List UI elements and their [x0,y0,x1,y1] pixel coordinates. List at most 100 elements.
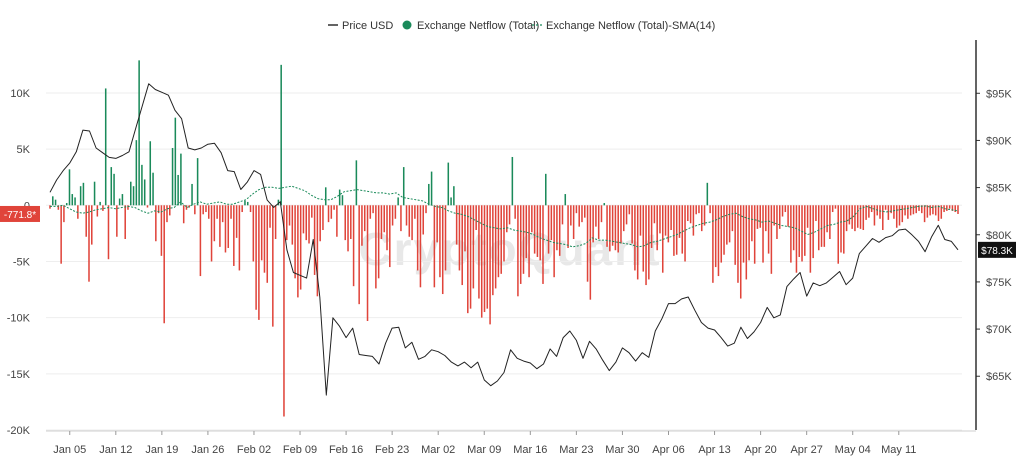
netflow-bar [511,156,514,206]
netflow-bar [611,205,614,246]
netflow-bar [93,181,96,206]
netflow-bar [642,205,645,272]
netflow-bar [489,205,491,325]
netflow-bar [664,205,667,236]
netflow-bar [366,205,369,322]
netflow-bar [720,205,723,263]
netflow-tag-label: -771.8* [4,210,36,221]
netflow-tag-box [0,205,40,222]
x-tick-label: May 04 [835,444,871,456]
netflow-bar [882,205,884,231]
netflow-bar [812,205,814,259]
netflow-bar [447,162,450,206]
x-tick-label: May 11 [881,444,916,456]
y-right-tick-label: $65K [986,371,1012,383]
netflow-bar [778,205,781,229]
netflow-bar [723,205,725,255]
netflow-bar [639,205,642,236]
netflow-bar [288,205,291,226]
netflow-bar [848,205,851,225]
netflow-bar [163,205,165,324]
netflow-bar [308,205,310,244]
netflow-bar [358,205,360,305]
netflow-bar [453,186,455,206]
netflow-bar [673,205,675,256]
netflow-bar [517,205,519,297]
netflow-bar [160,205,163,256]
netflow-bar [338,189,341,206]
netflow-bar [586,205,589,282]
netflow-bar [383,205,385,233]
netflow-bar [809,205,812,273]
netflow-bar [790,205,792,263]
netflow-bar [216,205,218,219]
netflow-bar [923,205,926,223]
y-right-tick-label: $95K [986,88,1012,100]
netflow-bar [837,205,839,264]
netflow-bar [480,205,483,318]
netflow-bar [904,205,906,216]
netflow-bar [291,205,294,245]
netflow-bar [391,205,394,226]
netflow-bar [717,205,720,277]
netflow-bar [603,203,606,206]
netflow-bar [508,205,511,225]
y-left-tick-label: 10K [10,88,30,100]
netflow-bar [486,205,489,309]
netflow-bar [155,205,157,242]
netflow-bar [948,205,951,209]
netflow-bar [88,205,90,282]
netflow-bar [589,205,592,300]
netflow-bar [542,205,544,284]
netflow-bar [219,205,221,247]
netflow-bar [107,205,110,260]
netflow-bar [929,205,931,216]
netflow-bar [698,205,700,214]
netflow-bar [104,88,107,206]
netflow-bar [926,205,929,218]
netflow-bar [834,205,837,209]
netflow-bar [890,205,892,214]
netflow-bar [244,200,246,206]
netflow-bar [199,205,202,277]
netflow-bar [592,205,594,243]
x-tick-label: Feb 23 [375,444,409,456]
netflow-bar [868,205,870,218]
netflow-bar [400,205,402,232]
netflow-bar [533,205,536,254]
netflow-bar [113,173,115,206]
netflow-bar [806,205,809,228]
netflow-bar [91,205,93,245]
netflow-bar [52,196,54,206]
x-tick-label: Feb 16 [329,444,363,456]
netflow-bar [177,174,179,206]
netflow-bar [205,205,207,213]
netflow-bar [695,205,697,215]
netflow-bar [408,205,411,237]
netflow-bar [213,205,216,242]
x-tick-label: Mar 09 [467,444,501,456]
netflow-bar [441,205,444,295]
netflow-bar [625,205,628,225]
netflow-bar [313,205,316,275]
netflow-bar [202,205,204,215]
netflow-bar [581,205,583,223]
netflow-bar [932,205,934,215]
x-tick-label: Apr 13 [698,444,730,456]
netflow-bar [600,205,603,223]
netflow-bar [957,205,959,214]
netflow-bar [670,205,672,231]
netflow-bar [609,205,611,252]
netflow-bar [556,205,558,251]
netflow-bar [893,205,895,219]
netflow-bar [233,205,235,266]
netflow-bar [263,205,266,273]
netflow-bar [386,205,388,251]
netflow-bar [731,205,734,232]
netflow-bar [241,205,243,213]
netflow-bar [943,205,945,213]
netflow-bar [519,205,522,284]
x-tick-label: Mar 30 [605,444,639,456]
netflow-bar [887,205,890,220]
